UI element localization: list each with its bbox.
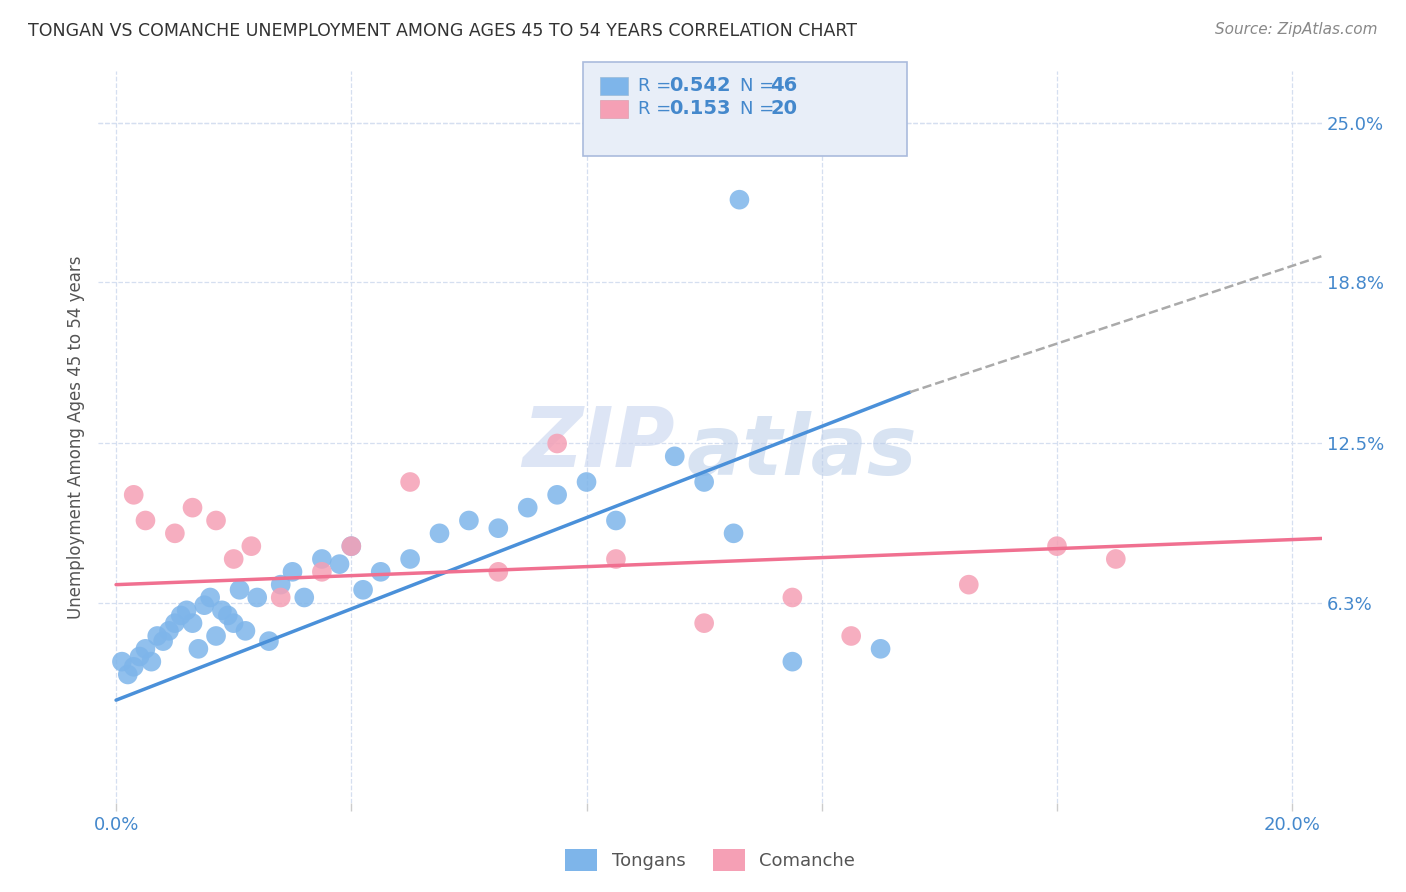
Point xyxy=(246,591,269,605)
Point xyxy=(205,514,228,528)
Text: R =: R = xyxy=(638,100,678,118)
Point xyxy=(782,591,804,605)
Point xyxy=(257,634,280,648)
Point xyxy=(486,565,509,579)
Point xyxy=(198,591,221,605)
Point xyxy=(340,539,363,553)
Point xyxy=(723,526,745,541)
Point xyxy=(146,629,169,643)
Text: ZIP: ZIP xyxy=(522,403,675,484)
Point xyxy=(222,616,245,631)
Text: 46: 46 xyxy=(770,76,797,95)
Point xyxy=(399,475,422,489)
Point xyxy=(222,552,245,566)
Text: 0.542: 0.542 xyxy=(669,76,731,95)
Point xyxy=(240,539,263,553)
Point xyxy=(228,582,250,597)
Point xyxy=(839,629,862,643)
Point xyxy=(292,591,315,605)
Point xyxy=(117,667,139,681)
Point xyxy=(187,641,209,656)
Point xyxy=(516,500,538,515)
Point xyxy=(429,526,451,541)
Point xyxy=(217,608,239,623)
Point xyxy=(575,475,598,489)
Point xyxy=(152,634,174,648)
Point xyxy=(546,488,568,502)
Point xyxy=(311,565,333,579)
Point xyxy=(176,603,198,617)
Point xyxy=(235,624,257,638)
Point xyxy=(728,193,751,207)
Point xyxy=(163,526,186,541)
Point xyxy=(270,577,292,591)
Y-axis label: Unemployment Among Ages 45 to 54 years: Unemployment Among Ages 45 to 54 years xyxy=(66,255,84,619)
Point xyxy=(281,565,304,579)
Point xyxy=(693,616,716,631)
Point xyxy=(205,629,228,643)
Point xyxy=(128,649,150,664)
Point xyxy=(163,616,186,631)
Point xyxy=(211,603,233,617)
Point xyxy=(311,552,333,566)
Text: N =: N = xyxy=(740,100,779,118)
Point xyxy=(693,475,716,489)
Point xyxy=(157,624,180,638)
Point xyxy=(370,565,392,579)
Point xyxy=(141,655,163,669)
Text: N =: N = xyxy=(740,77,779,95)
Point xyxy=(458,514,481,528)
Legend: Tongans, Comanche: Tongans, Comanche xyxy=(558,841,862,878)
Point xyxy=(1046,539,1069,553)
Point xyxy=(869,641,891,656)
Point xyxy=(111,655,134,669)
Point xyxy=(664,450,686,464)
Text: 0.153: 0.153 xyxy=(669,99,731,119)
Text: atlas: atlas xyxy=(686,410,917,491)
Point xyxy=(181,500,204,515)
Point xyxy=(957,577,980,591)
Point xyxy=(134,641,156,656)
Point xyxy=(122,660,145,674)
Point xyxy=(352,582,374,597)
Text: 20: 20 xyxy=(770,99,797,119)
Point xyxy=(1105,552,1128,566)
Point xyxy=(782,655,804,669)
Point xyxy=(546,436,568,450)
Text: R =: R = xyxy=(638,77,678,95)
Point xyxy=(193,598,215,612)
Point xyxy=(399,552,422,566)
Point xyxy=(328,557,350,571)
Point xyxy=(486,521,509,535)
Point xyxy=(340,539,363,553)
Point xyxy=(134,514,156,528)
Text: TONGAN VS COMANCHE UNEMPLOYMENT AMONG AGES 45 TO 54 YEARS CORRELATION CHART: TONGAN VS COMANCHE UNEMPLOYMENT AMONG AG… xyxy=(28,22,858,40)
Point xyxy=(170,608,193,623)
Point xyxy=(605,552,627,566)
Point xyxy=(122,488,145,502)
Point xyxy=(605,514,627,528)
Text: Source: ZipAtlas.com: Source: ZipAtlas.com xyxy=(1215,22,1378,37)
Point xyxy=(181,616,204,631)
Point xyxy=(270,591,292,605)
